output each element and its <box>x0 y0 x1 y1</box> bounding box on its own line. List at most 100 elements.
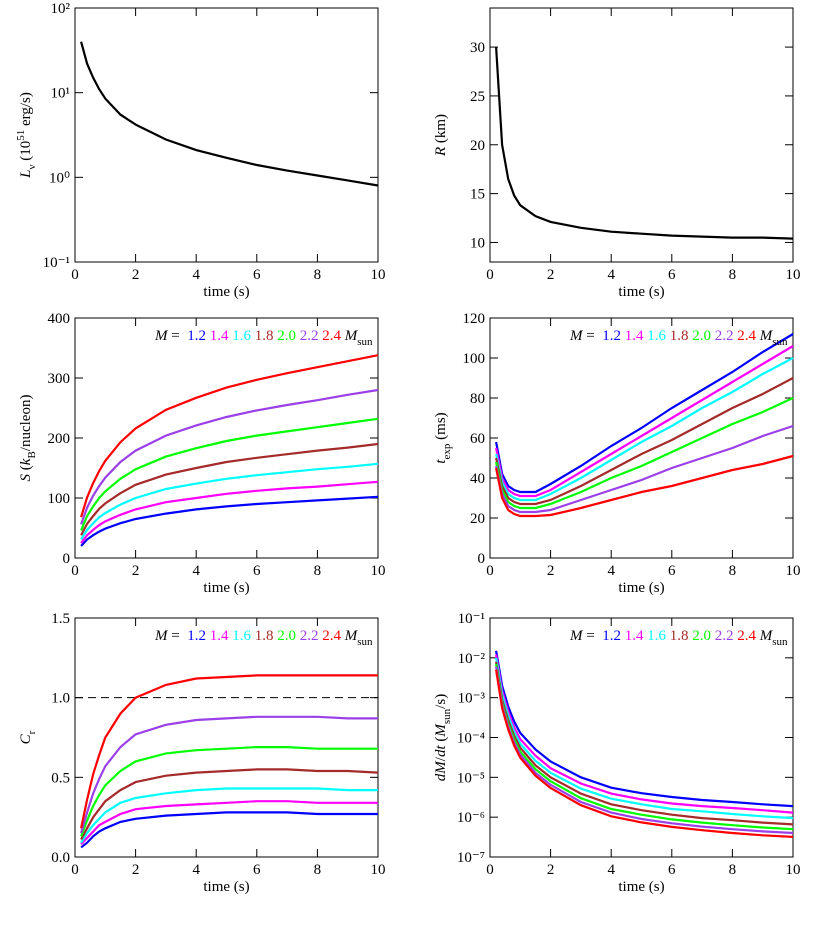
legend-entry: 2.0 <box>277 328 296 344</box>
text-part: dM <box>433 760 449 782</box>
y-tick-label: 20 <box>470 138 485 154</box>
legend-gap <box>180 628 188 644</box>
text-part: sun <box>772 636 788 648</box>
y-tick-label: 1.0 <box>51 691 70 707</box>
y-tick-label: 0 <box>478 551 486 567</box>
x-axis-label: time (s) <box>203 284 249 300</box>
y-tick-label: 0.5 <box>51 770 70 786</box>
x-tick-label: 10 <box>786 563 801 579</box>
x-tick-label: 6 <box>668 267 676 283</box>
data-line <box>495 454 794 518</box>
data-line <box>495 424 794 514</box>
legend-entry: 2.2 <box>300 328 319 344</box>
text-part: r <box>26 730 38 734</box>
legend-entry: 1.2 <box>602 328 621 344</box>
data-line <box>495 357 794 502</box>
data-line <box>495 377 794 506</box>
data-line <box>495 654 794 814</box>
data-line <box>80 41 379 187</box>
y-tick-label: 40 <box>470 471 485 487</box>
x-tick-label: 2 <box>132 862 140 878</box>
y-tick-label: 10⁰ <box>49 170 70 186</box>
data-line <box>80 495 379 547</box>
legend-entry: 2.2 <box>300 628 319 644</box>
x-tick-label: 4 <box>192 563 200 579</box>
y-tick-label: 0 <box>63 551 71 567</box>
text-part: R <box>433 147 449 157</box>
y-tick-label: 100 <box>463 351 486 367</box>
text-part: M <box>759 628 774 644</box>
text-part: t <box>433 459 449 464</box>
text-part: M <box>569 328 584 344</box>
data-line <box>495 669 794 838</box>
legend: M = 1.2 1.4 1.6 1.8 2.0 2.2 2.4 Msun <box>154 328 373 348</box>
data-line <box>80 811 378 849</box>
legend-entry: 1.8 <box>255 328 274 344</box>
data-line <box>80 715 378 834</box>
text-part: ( <box>433 737 449 746</box>
legend-entry: 2.4 <box>322 628 341 644</box>
data-line <box>80 746 378 837</box>
plot-frame <box>489 7 794 263</box>
x-axis-label: time (s) <box>618 879 664 895</box>
y-axis-label: Cr <box>18 730 38 744</box>
legend-entry: 1.6 <box>232 328 251 344</box>
legend-entry: 1.8 <box>670 628 689 644</box>
data-line <box>495 666 794 835</box>
x-tick-label: 2 <box>547 862 555 878</box>
x-axis-label: time (s) <box>618 580 664 596</box>
data-line <box>80 787 378 844</box>
y-tick-label: 10⁻⁴ <box>457 731 485 747</box>
x-tick-label: 0 <box>71 862 79 878</box>
x-tick-label: 2 <box>547 563 555 579</box>
data-line <box>80 388 379 525</box>
text-part: L <box>18 170 34 179</box>
legend-entry: 1.4 <box>625 328 644 344</box>
legend: M = 1.2 1.4 1.6 1.8 2.0 2.2 2.4 Msun <box>154 628 373 648</box>
x-tick-label: 8 <box>729 862 737 878</box>
text-part: M <box>433 723 449 738</box>
data-line <box>80 417 379 531</box>
text-part: M <box>154 628 169 644</box>
data-line <box>80 674 378 829</box>
legend-entry: 1.6 <box>647 328 666 344</box>
y-tick-label: 10⁻¹ <box>458 611 485 627</box>
x-tick-label: 8 <box>314 862 322 878</box>
x-tick-label: 6 <box>253 862 261 878</box>
x-tick-label: 2 <box>132 267 140 283</box>
text-part: ν <box>26 165 38 170</box>
data-line <box>80 768 379 841</box>
y-tick-label: 30 <box>470 40 485 56</box>
text-part: exp <box>441 443 453 459</box>
x-tick-label: 4 <box>192 862 200 878</box>
text-part: = <box>583 628 595 644</box>
plot-frame <box>74 7 379 263</box>
x-tick-label: 0 <box>486 563 494 579</box>
x-tick-label: 10 <box>786 267 801 283</box>
y-tick-label: 10⁻¹ <box>43 255 70 271</box>
plot-frame <box>74 317 379 559</box>
data-line <box>80 480 379 544</box>
text-part: S <box>18 473 34 481</box>
legend-entry: 2.4 <box>737 628 756 644</box>
x-tick-label: 6 <box>668 563 676 579</box>
text-part: = <box>168 328 180 344</box>
legend-entry: 1.2 <box>187 628 206 644</box>
x-axis-label: time (s) <box>203 879 249 895</box>
text-part: (ms) <box>433 412 449 443</box>
data-line <box>80 442 379 536</box>
y-tick-label: 10² <box>51 1 71 17</box>
y-tick-label: 20 <box>470 511 485 527</box>
x-tick-label: 4 <box>607 563 615 579</box>
x-tick-label: 8 <box>729 267 737 283</box>
y-tick-label: 100 <box>48 491 71 507</box>
legend-entry: 1.6 <box>232 628 251 644</box>
y-tick-label: 10 <box>470 235 485 251</box>
text-part: M <box>759 328 774 344</box>
x-tick-label: 8 <box>314 267 322 283</box>
legend-entry: 1.4 <box>625 628 644 644</box>
y-tick-label: 10⁻⁵ <box>457 770 485 786</box>
x-tick-label: 0 <box>71 267 79 283</box>
legend-entry: 1.4 <box>210 628 229 644</box>
y-tick-label: 25 <box>470 89 485 105</box>
